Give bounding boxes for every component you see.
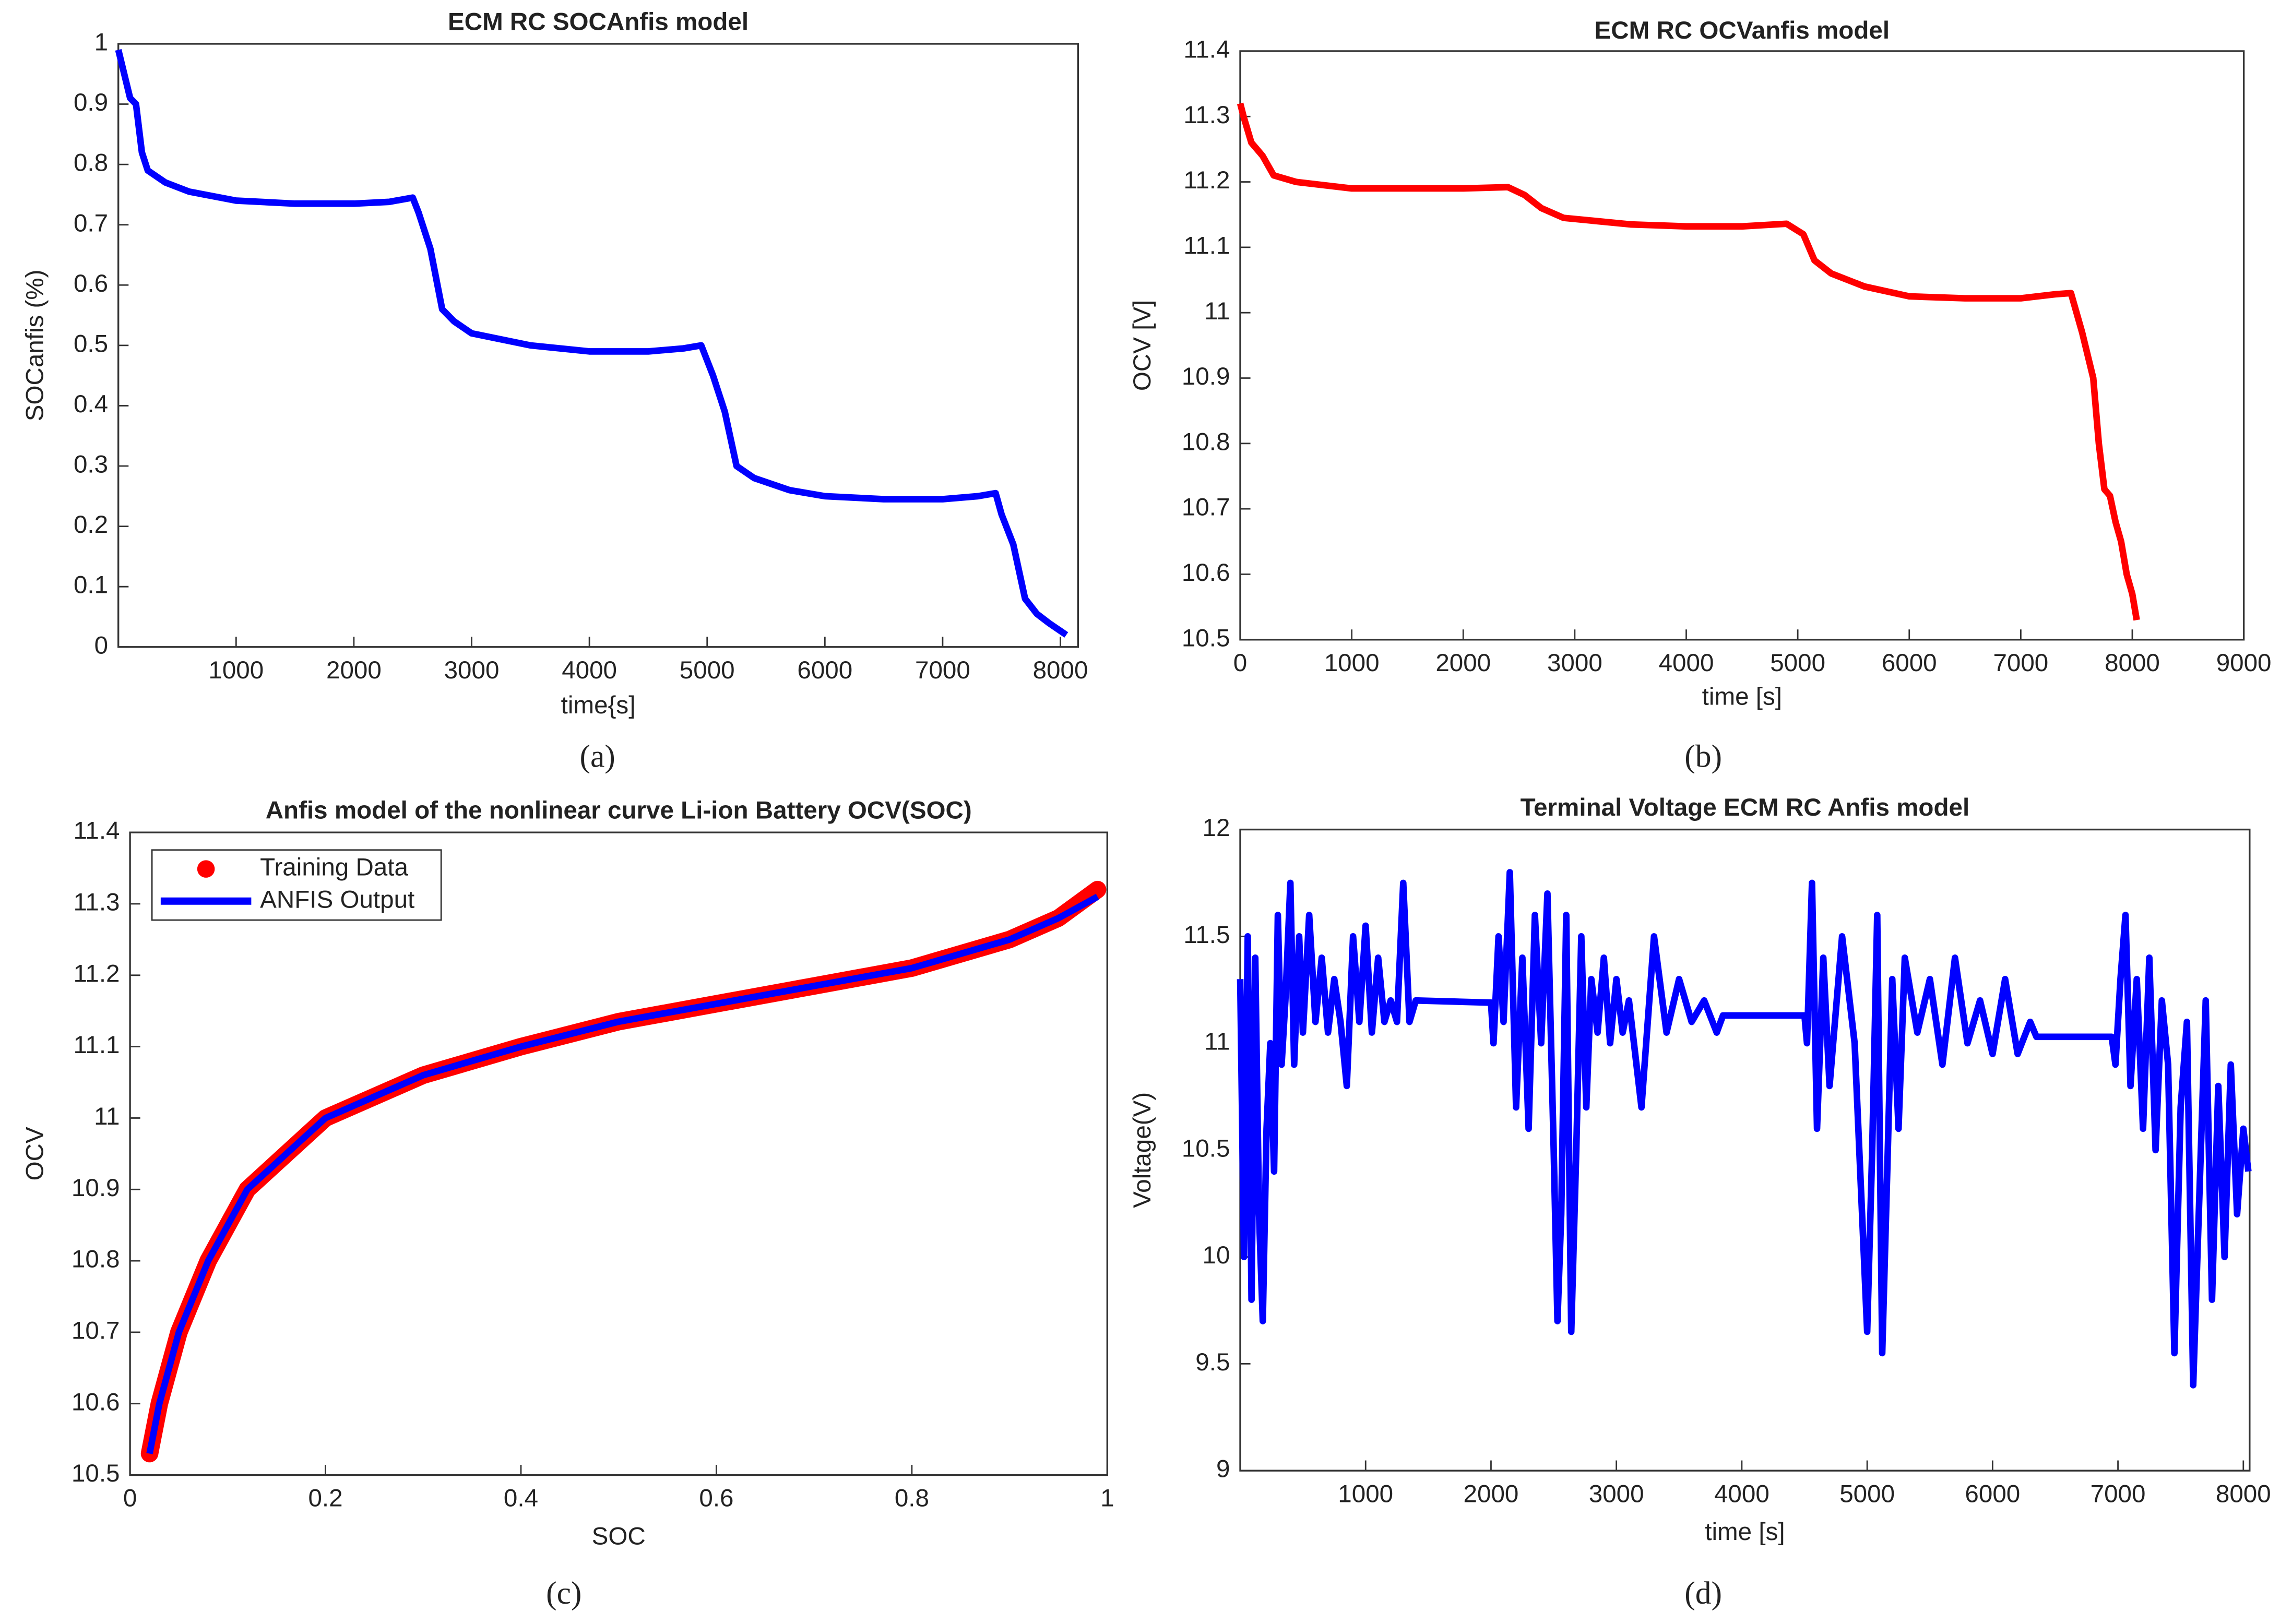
x-tick-label: 0	[123, 1485, 137, 1512]
y-tick-label: 11.1	[73, 1031, 120, 1059]
legend-marker	[197, 860, 215, 878]
y-tick-label: 11.3	[1183, 101, 1230, 129]
y-tick-label: 9.5	[1195, 1348, 1230, 1376]
x-tick-label: 5000	[1839, 1480, 1895, 1508]
y-tick-label: 0.5	[74, 330, 108, 357]
y-tick-label: 0.2	[74, 511, 108, 539]
x-tick-label: 3000	[1547, 649, 1602, 677]
y-tick-label: 10.7	[72, 1317, 120, 1344]
x-tick-label: 2000	[1435, 649, 1491, 677]
x-tick-label: 6000	[1882, 649, 1937, 677]
y-tick-label: 10.6	[1182, 559, 1230, 587]
x-tick-label: 2000	[326, 656, 382, 684]
plot-area	[1239, 828, 2251, 1472]
y-tick-label: 11.3	[73, 889, 120, 916]
y-tick-label: 0.6	[74, 270, 108, 297]
y-tick-label: 10.5	[1182, 624, 1230, 652]
x-tick-label: 7000	[1993, 649, 2048, 677]
x-tick-label: 1	[1100, 1485, 1114, 1512]
legend-box	[151, 849, 442, 921]
chart-title: Terminal Voltage ECM RC Anfis model	[1521, 794, 1970, 821]
x-tick-label: 7000	[2091, 1480, 2146, 1508]
chart-title: Anfis model of the nonlinear curve Li-io…	[266, 797, 972, 825]
x-tick-label: 8000	[2216, 1480, 2271, 1508]
subfigure-caption: (d)	[1684, 1575, 1722, 1611]
y-tick-label: 10.8	[72, 1246, 120, 1273]
y-tick-label: 11	[1204, 1028, 1230, 1056]
y-tick-label: 10.9	[1182, 363, 1230, 390]
y-tick-label: 10.8	[1182, 428, 1230, 456]
y-axis-label: OCV	[21, 1127, 49, 1180]
y-axis-label: SOCanfis (%)	[21, 270, 49, 422]
x-tick-label: 0.2	[308, 1485, 342, 1512]
x-tick-label: 6000	[1965, 1480, 2020, 1508]
y-tick-label: 10.9	[72, 1174, 120, 1202]
line-series	[115, 49, 1068, 638]
x-tick-label: 5000	[1770, 649, 1825, 677]
y-tick-label: 1	[94, 29, 108, 56]
x-tick-label: 6000	[797, 656, 852, 684]
y-tick-label: 11.2	[1183, 166, 1230, 194]
subfigure-caption: (a)	[579, 738, 615, 774]
x-tick-label: 1000	[1338, 1480, 1393, 1508]
y-tick-label: 11.4	[1183, 36, 1230, 64]
x-tick-label: 5000	[680, 656, 735, 684]
y-tick-label: 0.9	[74, 89, 108, 116]
chart-title: ECM RC SOCAnfis model	[448, 8, 749, 35]
x-tick-label: 8000	[1033, 656, 1088, 684]
x-tick-label: 2000	[1464, 1480, 1519, 1508]
x-tick-label: 7000	[915, 656, 970, 684]
x-tick-label: 0.6	[699, 1485, 733, 1512]
x-axis-label: time{s]	[561, 691, 636, 719]
x-tick-label: 4000	[1659, 649, 1714, 677]
y-tick-label: 11	[94, 1103, 120, 1130]
x-tick-label: 1000	[1324, 649, 1380, 677]
y-tick-label: 0.3	[74, 451, 108, 479]
subfigure-caption: (c)	[546, 1575, 581, 1611]
x-tick-label: 8000	[2105, 649, 2160, 677]
y-tick-label: 10.6	[72, 1388, 120, 1416]
x-tick-label: 9000	[2216, 649, 2272, 677]
y-tick-label: 11.1	[1183, 232, 1230, 259]
x-axis-label: time [s]	[1705, 1518, 1785, 1546]
y-tick-label: 12	[1203, 814, 1230, 842]
y-tick-label: 10	[1203, 1241, 1230, 1269]
legend-label: ANFIS Output	[260, 886, 414, 913]
chart-title: ECM RC OCVanfis model	[1595, 17, 1890, 44]
x-tick-label: 0.8	[895, 1485, 929, 1512]
y-axis-label: OCV [V]	[1129, 300, 1156, 391]
x-tick-label: 0.4	[504, 1485, 538, 1512]
y-tick-label: 0	[94, 631, 108, 659]
y-tick-label: 0.1	[74, 571, 108, 599]
line-series	[1237, 869, 2252, 1389]
x-tick-label: 3000	[444, 656, 500, 684]
plot-area	[117, 43, 1079, 648]
y-tick-label: 0.7	[74, 209, 108, 237]
y-tick-label: 11	[1204, 297, 1230, 325]
y-tick-label: 11.2	[73, 960, 120, 987]
x-tick-label: 1000	[208, 656, 264, 684]
y-tick-label: 0.4	[74, 390, 108, 418]
x-tick-label: 3000	[1589, 1480, 1644, 1508]
y-tick-label: 9	[1216, 1455, 1230, 1483]
y-tick-label: 10.5	[1182, 1135, 1230, 1162]
line-series	[1237, 102, 2140, 621]
x-tick-label: 0	[1233, 649, 1247, 677]
legend-label: Training Data	[260, 854, 408, 881]
y-tick-label: 0.8	[74, 149, 108, 177]
subfigure-caption: (b)	[1684, 738, 1722, 774]
y-tick-label: 10.7	[1182, 494, 1230, 521]
plot-area	[1239, 50, 2245, 641]
x-tick-label: 4000	[1714, 1480, 1770, 1508]
y-tick-label: 11.4	[73, 817, 120, 845]
y-tick-label: 10.5	[72, 1460, 120, 1487]
y-axis-label: Voltage(V)	[1129, 1092, 1156, 1208]
x-axis-label: time [s]	[1702, 683, 1782, 710]
x-axis-label: SOC	[592, 1522, 646, 1550]
line-series	[146, 893, 1099, 1454]
y-tick-label: 11.5	[1183, 921, 1230, 949]
x-tick-label: 4000	[562, 656, 617, 684]
